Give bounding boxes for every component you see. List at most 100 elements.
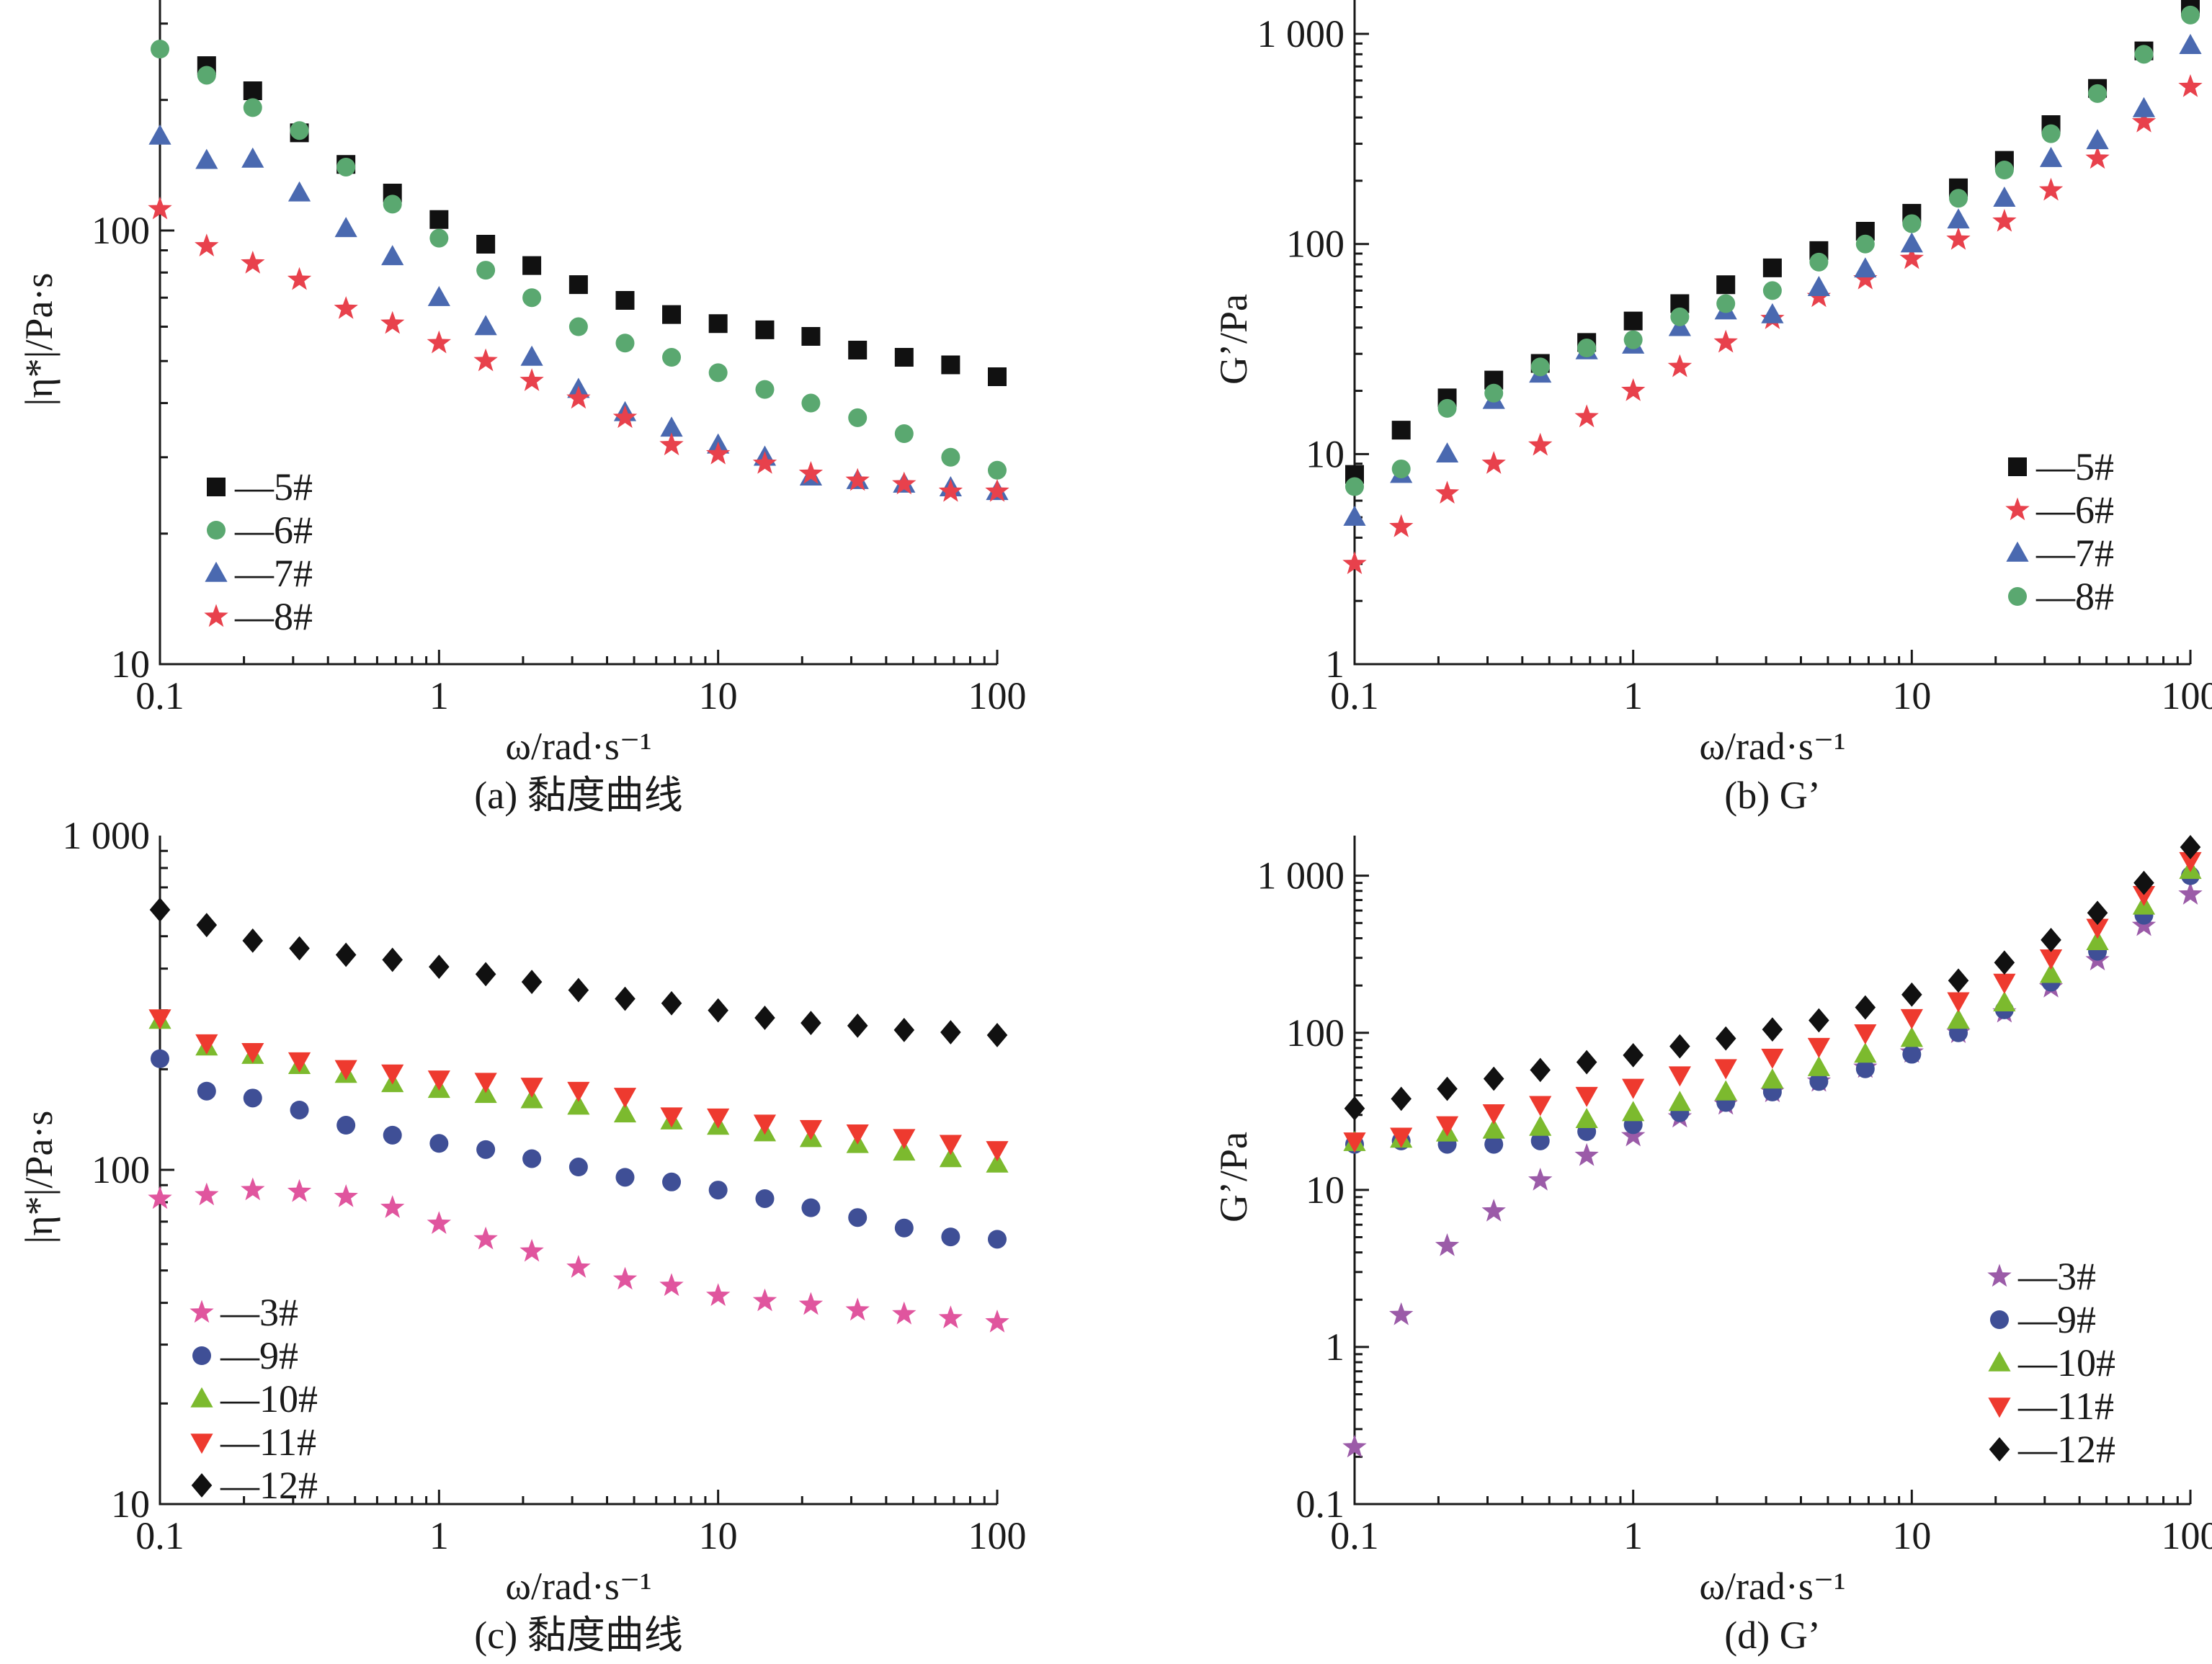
y-tick-label: 1 000: [1257, 854, 1345, 898]
x-axis-title: ω/rad·s⁻¹: [1699, 725, 1845, 768]
data-point: [1854, 1042, 1877, 1063]
data-point: [1899, 246, 1924, 269]
legend-label: —10#: [220, 1377, 318, 1421]
data-point: [1530, 1057, 1551, 1083]
data-point: [894, 348, 914, 367]
data-point: [1435, 480, 1460, 504]
legend-marker: [1987, 1263, 2012, 1287]
x-tick-label: 1: [1623, 1514, 1643, 1557]
legend-label: —3#: [2017, 1255, 2096, 1298]
data-point: [660, 416, 683, 437]
data-point: [1714, 1059, 1737, 1080]
data-point: [568, 317, 588, 336]
data-point: [195, 1034, 218, 1055]
y-tick-label: 10: [1306, 432, 1344, 475]
data-point: [520, 1078, 543, 1099]
data-point: [893, 1018, 915, 1042]
x-axis-title: ω/rad·s⁻¹: [505, 1565, 651, 1608]
data-point: [1807, 1055, 1830, 1076]
legend-marker: [207, 478, 226, 496]
data-point: [519, 368, 544, 391]
data-point: [1668, 1091, 1691, 1111]
data-point: [706, 1283, 731, 1306]
x-tick-label: 100: [968, 1514, 1027, 1557]
data-point: [289, 936, 310, 961]
data-point: [1528, 1168, 1553, 1191]
data-point: [662, 348, 682, 367]
data-point: [892, 471, 917, 495]
data-point: [1391, 421, 1411, 440]
data-point: [1576, 1050, 1597, 1075]
data-point: [1621, 378, 1646, 401]
data-point: [1342, 1434, 1367, 1458]
data-point: [334, 1184, 358, 1207]
data-point: [427, 1070, 450, 1091]
data-point: [939, 1135, 962, 1155]
y-tick-label: 1: [1325, 1325, 1344, 1369]
data-point: [1528, 432, 1553, 456]
data-point: [473, 1226, 498, 1250]
data-point: [615, 290, 635, 310]
data-point: [938, 1305, 963, 1329]
data-point: [2180, 835, 2201, 859]
data-point: [798, 461, 824, 484]
data-point: [752, 451, 777, 474]
legend-marker: [204, 604, 228, 627]
data-point: [941, 447, 960, 467]
data-point: [1483, 1066, 1504, 1091]
data-point: [988, 367, 1007, 386]
legend-marker: [1989, 1437, 2010, 1462]
series-3: [148, 1177, 1009, 1333]
data-point: [893, 1140, 916, 1161]
legend-marker: [2006, 541, 2029, 562]
data-point: [148, 196, 172, 220]
data-point: [1623, 1042, 1644, 1068]
data-point: [846, 1124, 869, 1145]
data-point: [1855, 1059, 1875, 1078]
y-axis-title: |η*|/Pa·s: [17, 1111, 61, 1244]
data-point: [1900, 1026, 1923, 1047]
data-point: [381, 245, 404, 266]
data-point: [475, 962, 496, 987]
data-point: [2179, 34, 2202, 54]
series-12: [149, 898, 1008, 1047]
data-point: [1994, 160, 2014, 179]
data-point: [383, 194, 402, 214]
y-tick-label: 100: [92, 209, 150, 252]
data-point: [708, 1181, 728, 1200]
legend: —5#—6#—7#—8#: [2005, 445, 2114, 618]
data-point: [1762, 258, 1782, 277]
data-point: [287, 1178, 312, 1202]
data-point: [334, 296, 358, 319]
data-point: [1391, 1086, 1412, 1111]
data-point: [613, 1088, 637, 1109]
y-tick-label: 10: [111, 643, 150, 686]
data-point: [940, 1020, 961, 1045]
data-point: [2039, 949, 2063, 970]
data-point: [1484, 383, 1504, 403]
data-point: [476, 1140, 496, 1159]
data-point: [801, 326, 821, 346]
data-point: [2181, 5, 2200, 24]
data-point: [1670, 294, 1690, 313]
x-tick-label: 10: [699, 1514, 738, 1557]
data-point: [195, 1182, 219, 1206]
data-point: [986, 1141, 1009, 1162]
data-point: [290, 121, 309, 140]
data-point: [986, 1152, 1009, 1173]
y-tick-label: 1 000: [63, 814, 151, 857]
y-axis-title: G’/Pa: [1212, 1132, 1255, 1222]
data-point: [520, 1088, 543, 1109]
data-point: [753, 1114, 777, 1135]
data-point: [148, 124, 171, 145]
data-point: [1854, 257, 1877, 278]
x-tick-label: 100: [968, 674, 1027, 717]
data-point: [894, 1218, 914, 1238]
data-point: [1435, 1116, 1459, 1137]
data-point: [2178, 882, 2203, 905]
data-point: [382, 947, 403, 972]
data-point: [938, 478, 963, 502]
data-point: [287, 181, 311, 202]
data-point: [241, 1177, 265, 1201]
